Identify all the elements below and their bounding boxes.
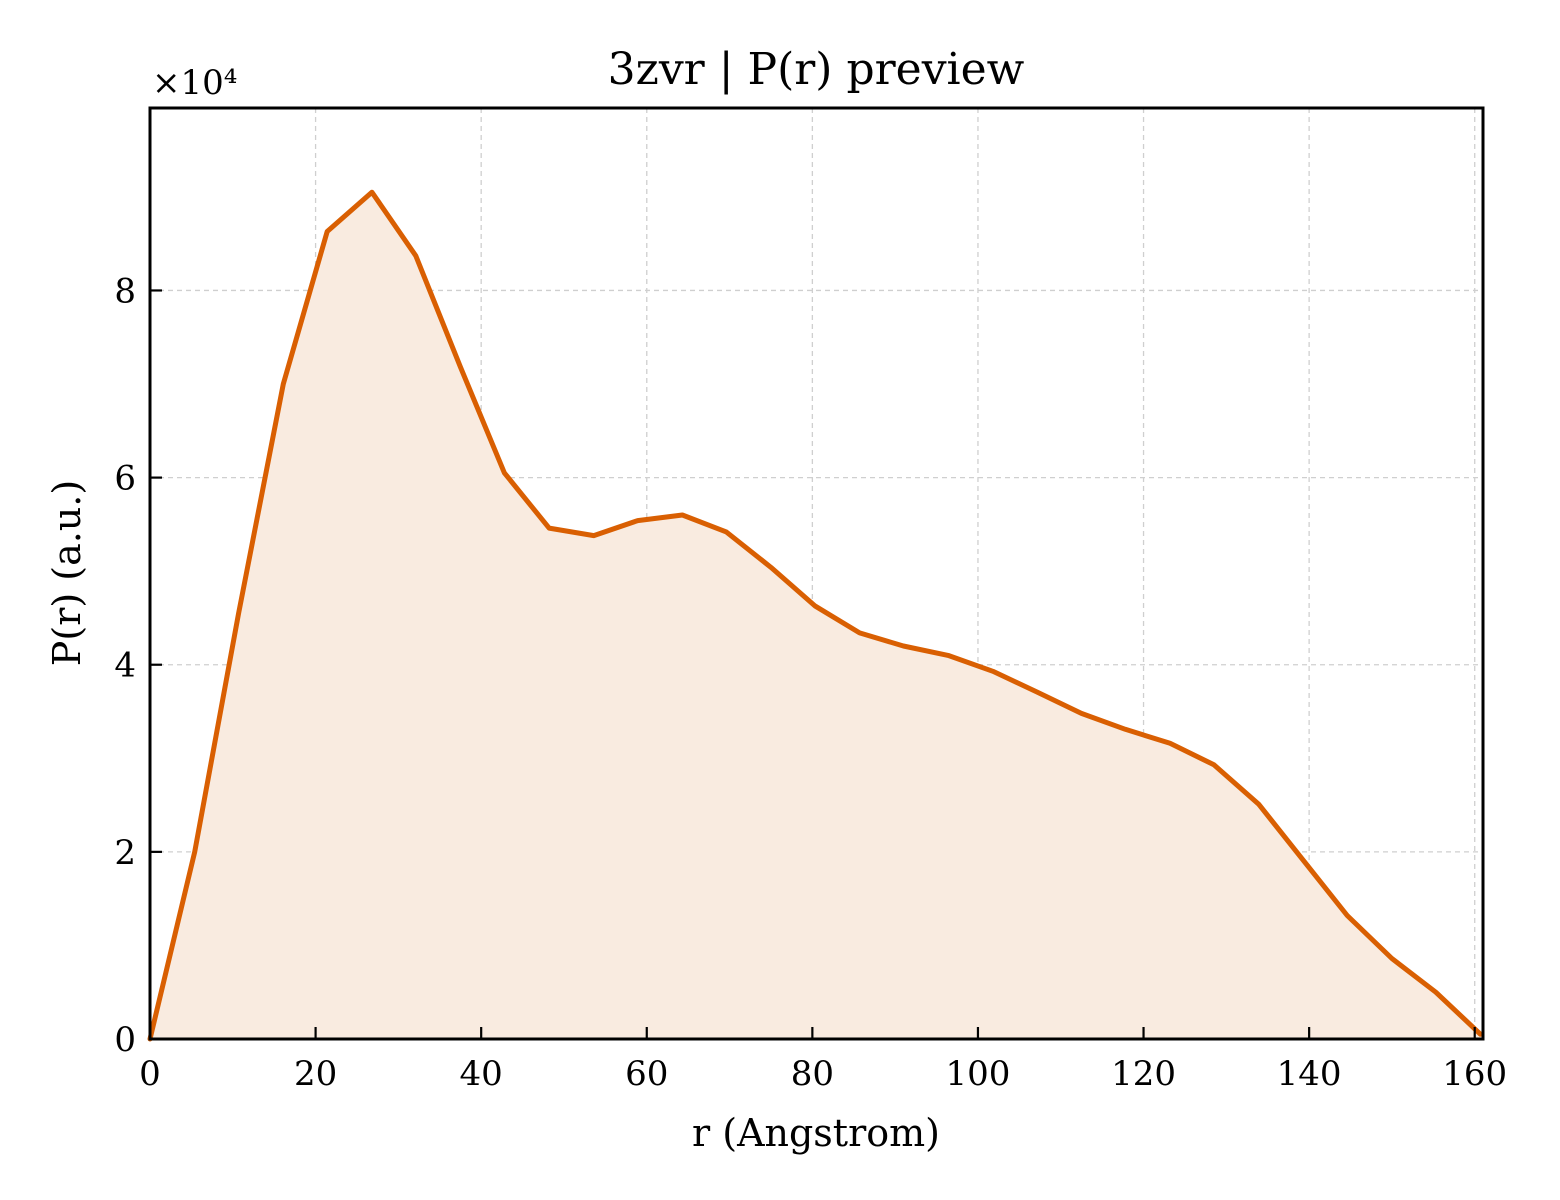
x-tick-label: 140 (1277, 1054, 1342, 1094)
data-layer (147, 189, 1483, 1042)
y-tick-label: 2 (114, 833, 136, 873)
y-axis-label: P(r) (a.u.) (45, 480, 89, 666)
x-tick-label: 160 (1442, 1054, 1507, 1094)
x-axis-label: r (Angstrom) (692, 1111, 940, 1155)
y-tick-label: 8 (114, 271, 136, 311)
x-tick-label: 80 (791, 1054, 834, 1094)
ticks: 0 20 40 60 80 100 120 140 160 0 2 4 6 8 (114, 271, 1507, 1094)
x-tick-label: 40 (460, 1054, 503, 1094)
x-tick-label: 60 (625, 1054, 668, 1094)
y-axis-multiplier: ×10⁴ (152, 63, 237, 103)
x-tick-label: 0 (139, 1054, 161, 1094)
y-tick-label: 0 (114, 1020, 136, 1060)
x-tick-label: 120 (1111, 1054, 1176, 1094)
x-tick-label: 100 (945, 1054, 1010, 1094)
chart-title: 3zvr | P(r) preview (608, 44, 1025, 95)
series-area-fill (150, 192, 1481, 1039)
y-tick-label: 4 (114, 646, 136, 686)
x-tick-label: 20 (294, 1054, 337, 1094)
plot-frame (148, 106, 1485, 1041)
y-tick-label: 6 (114, 459, 136, 499)
